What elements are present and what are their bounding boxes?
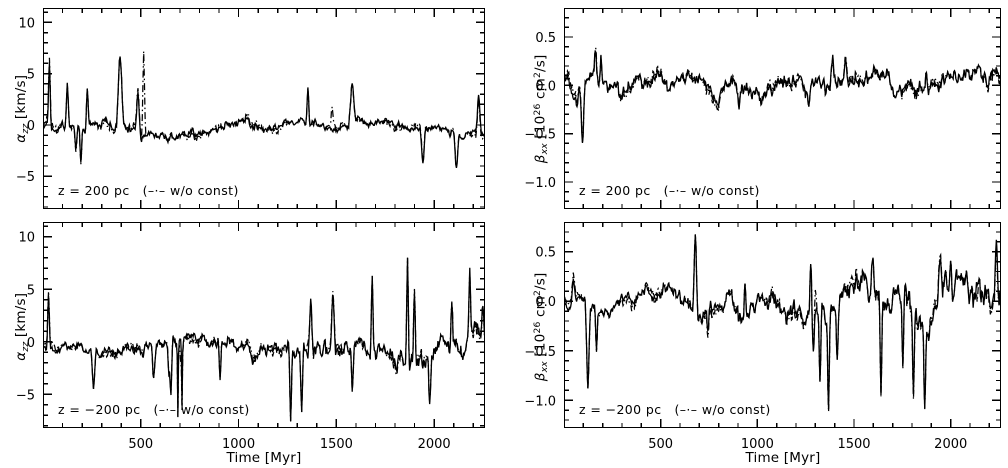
x-tick-label: 500 <box>128 437 153 452</box>
x-tick-label: 2000 <box>418 437 451 452</box>
plot-canvas: 0.5 0.0 −0.5 −1.0 500 1000 1500 2000 <box>524 222 1001 452</box>
panel-alpha-zz-minus200: 10 5 0 −5 500 1000 1500 2000 αzz [km/s] z = −20… <box>0 222 504 468</box>
y-tick-label: 5 <box>27 283 35 298</box>
y-tick-label: 5 <box>27 68 35 83</box>
y-tick-label: −0.5 <box>524 128 556 143</box>
series-with-const <box>564 235 1001 410</box>
series-with-const <box>43 56 485 168</box>
y-tick-label: −1.0 <box>524 176 556 191</box>
y-tick-label: 0.5 <box>535 246 556 261</box>
plot-canvas: 0.5 0.0 −0.5 −1.0 <box>524 8 1001 209</box>
annotation-legend: (–·– w/o const) <box>674 402 771 417</box>
annotation-z: z = 200 pc <box>58 183 130 198</box>
y-tick-label: 10 <box>18 16 35 31</box>
x-tick-label: 2000 <box>934 437 967 452</box>
x-axis-label: Time [Myr] <box>226 450 302 466</box>
panel-annotation: z = −200 pc (–·– w/o const) <box>579 402 771 417</box>
plot-frame <box>564 222 1001 428</box>
y-tick-label: 0.0 <box>535 79 556 94</box>
y-tick-label: −1.0 <box>524 394 556 409</box>
panel-alpha-zz-plus200: 10 5 0 −5 αzz [km/s] z = 200 pc (–·– w/o con… <box>0 0 504 222</box>
plot-frame <box>564 8 1001 209</box>
x-tick-label: 500 <box>648 437 673 452</box>
x-tick-label: 1500 <box>320 437 353 452</box>
panel-annotation: z = 200 pc (–·– w/o const) <box>58 183 239 198</box>
annotation-legend: (–·– w/o const) <box>663 183 760 198</box>
y-tick-label: −5 <box>16 170 35 185</box>
annotation-legend: (–·– w/o const) <box>142 183 239 198</box>
plot-canvas: 10 5 0 −5 500 1000 1500 2000 <box>16 222 485 452</box>
x-tick-label: 1500 <box>837 437 870 452</box>
y-tick-label: −5 <box>16 388 35 403</box>
annotation-legend: (–·– w/o const) <box>153 402 250 417</box>
panel-annotation: z = 200 pc (–·– w/o const) <box>579 183 760 198</box>
series-with-const <box>564 50 1001 144</box>
panel-annotation: z = −200 pc (–·– w/o const) <box>58 402 250 417</box>
plot-frame <box>43 222 485 428</box>
y-tick-label: 0.5 <box>535 31 556 46</box>
series-wo-const <box>43 257 485 422</box>
y-axis-label: βxx [1026 cm2/s] <box>532 54 550 164</box>
series-wo-const <box>564 234 1001 412</box>
y-tick-label: 0 <box>27 119 35 134</box>
y-tick-label: 0 <box>27 336 35 351</box>
series-wo-const <box>564 47 1001 142</box>
y-tick-label: 10 <box>18 231 35 246</box>
panel-beta-xx-plus200: 0.5 0.0 −0.5 −1.0 βxx [1026 cm2/s] z = 200 … <box>504 0 1008 222</box>
annotation-z: z = −200 pc <box>58 402 141 417</box>
series-with-const <box>43 257 485 422</box>
y-tick-label: 0.0 <box>535 295 556 310</box>
x-axis-label: Time [Myr] <box>745 450 821 466</box>
y-axis-label: αzz [km/s] <box>13 292 31 361</box>
series-wo-const <box>43 51 485 167</box>
panel-beta-xx-minus200: 0.5 0.0 −0.5 −1.0 500 1000 1500 2000 βxx [1026 … <box>504 222 1008 468</box>
y-axis-label: αzz [km/s] <box>13 74 31 143</box>
x-tick-label: 1000 <box>222 437 255 452</box>
y-tick-label: −0.5 <box>524 345 556 360</box>
x-tick-label: 1000 <box>741 437 774 452</box>
annotation-z: z = 200 pc <box>579 183 651 198</box>
annotation-z: z = −200 pc <box>579 402 662 417</box>
y-axis-label: βxx [1026 cm2/s] <box>532 272 550 382</box>
plot-frame <box>43 8 485 209</box>
plot-canvas: 10 5 0 −5 <box>16 8 485 209</box>
